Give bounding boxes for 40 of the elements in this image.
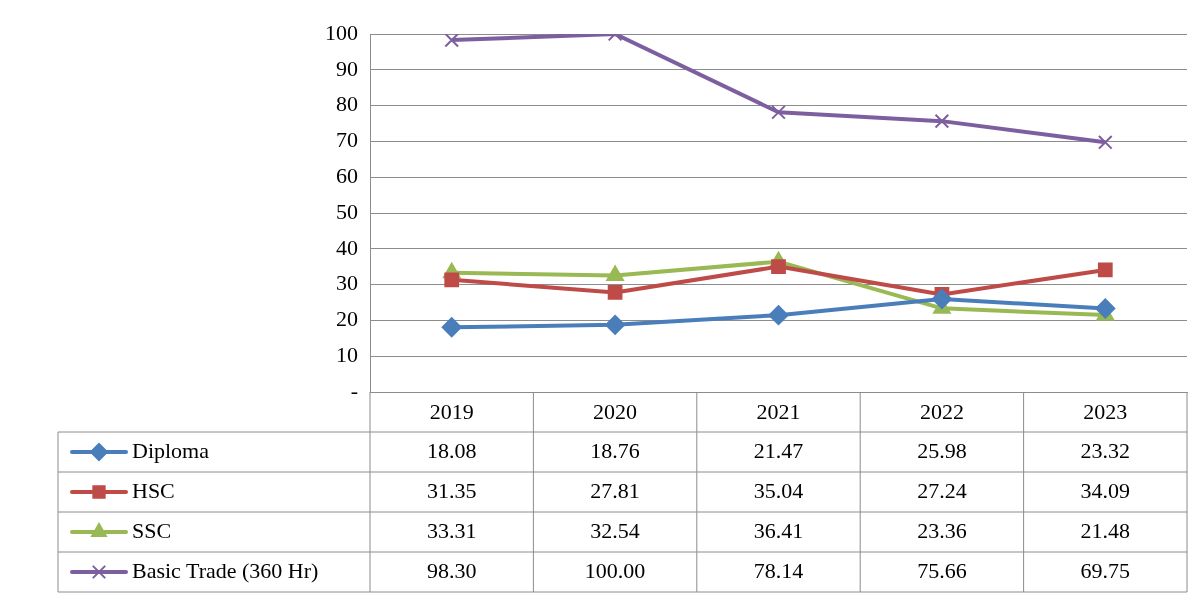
data-label: 32.54 [590, 517, 640, 543]
data-label: 35.04 [753, 477, 804, 503]
data-label: 33.31 [426, 517, 477, 543]
data-label: 34.09 [1080, 477, 1131, 503]
data-label: 23.32 [1080, 437, 1131, 463]
x-tick-label: 2022 [919, 398, 964, 424]
data-label: 75.66 [917, 557, 967, 583]
y-tick-label: 80 [336, 91, 358, 117]
y-tick-label: 20 [336, 306, 358, 332]
x-tick-label: 2021 [756, 398, 801, 424]
data-label: 31.35 [426, 477, 477, 503]
legend-label: HSC [132, 477, 175, 503]
data-label: 18.08 [426, 437, 477, 463]
x-tick-label: 2023 [1083, 398, 1128, 424]
data-label: 36.41 [753, 517, 804, 543]
y-tick-label: 50 [336, 198, 358, 224]
y-tick-label: - [350, 377, 358, 403]
data-label: 69.75 [1080, 557, 1131, 583]
y-tick-label: 90 [336, 55, 358, 81]
y-tick-label: 70 [336, 127, 358, 153]
data-label: 25.98 [917, 437, 967, 463]
y-tick-label: 30 [336, 270, 358, 296]
data-label: 98.30 [426, 557, 477, 583]
legend-label: Diploma [132, 437, 210, 463]
legend-label: Basic Trade (360 Hr) [132, 557, 319, 583]
x-tick-label: 2019 [429, 398, 474, 424]
data-label: 23.36 [917, 517, 967, 543]
data-label: 27.81 [590, 477, 640, 503]
data-label: 21.48 [1080, 517, 1131, 543]
y-tick-label: 60 [336, 162, 358, 188]
data-label: 21.47 [753, 437, 804, 463]
y-tick-label: 100 [325, 19, 358, 45]
data-label: 78.14 [753, 557, 804, 583]
data-label: 27.24 [917, 477, 967, 503]
x-tick-label: 2020 [593, 398, 638, 424]
y-tick-label: 10 [336, 341, 358, 367]
data-label: 18.76 [590, 437, 640, 463]
data-label: 100.00 [584, 557, 646, 583]
y-tick-label: 40 [336, 234, 358, 260]
legend-label: SSC [132, 517, 172, 543]
